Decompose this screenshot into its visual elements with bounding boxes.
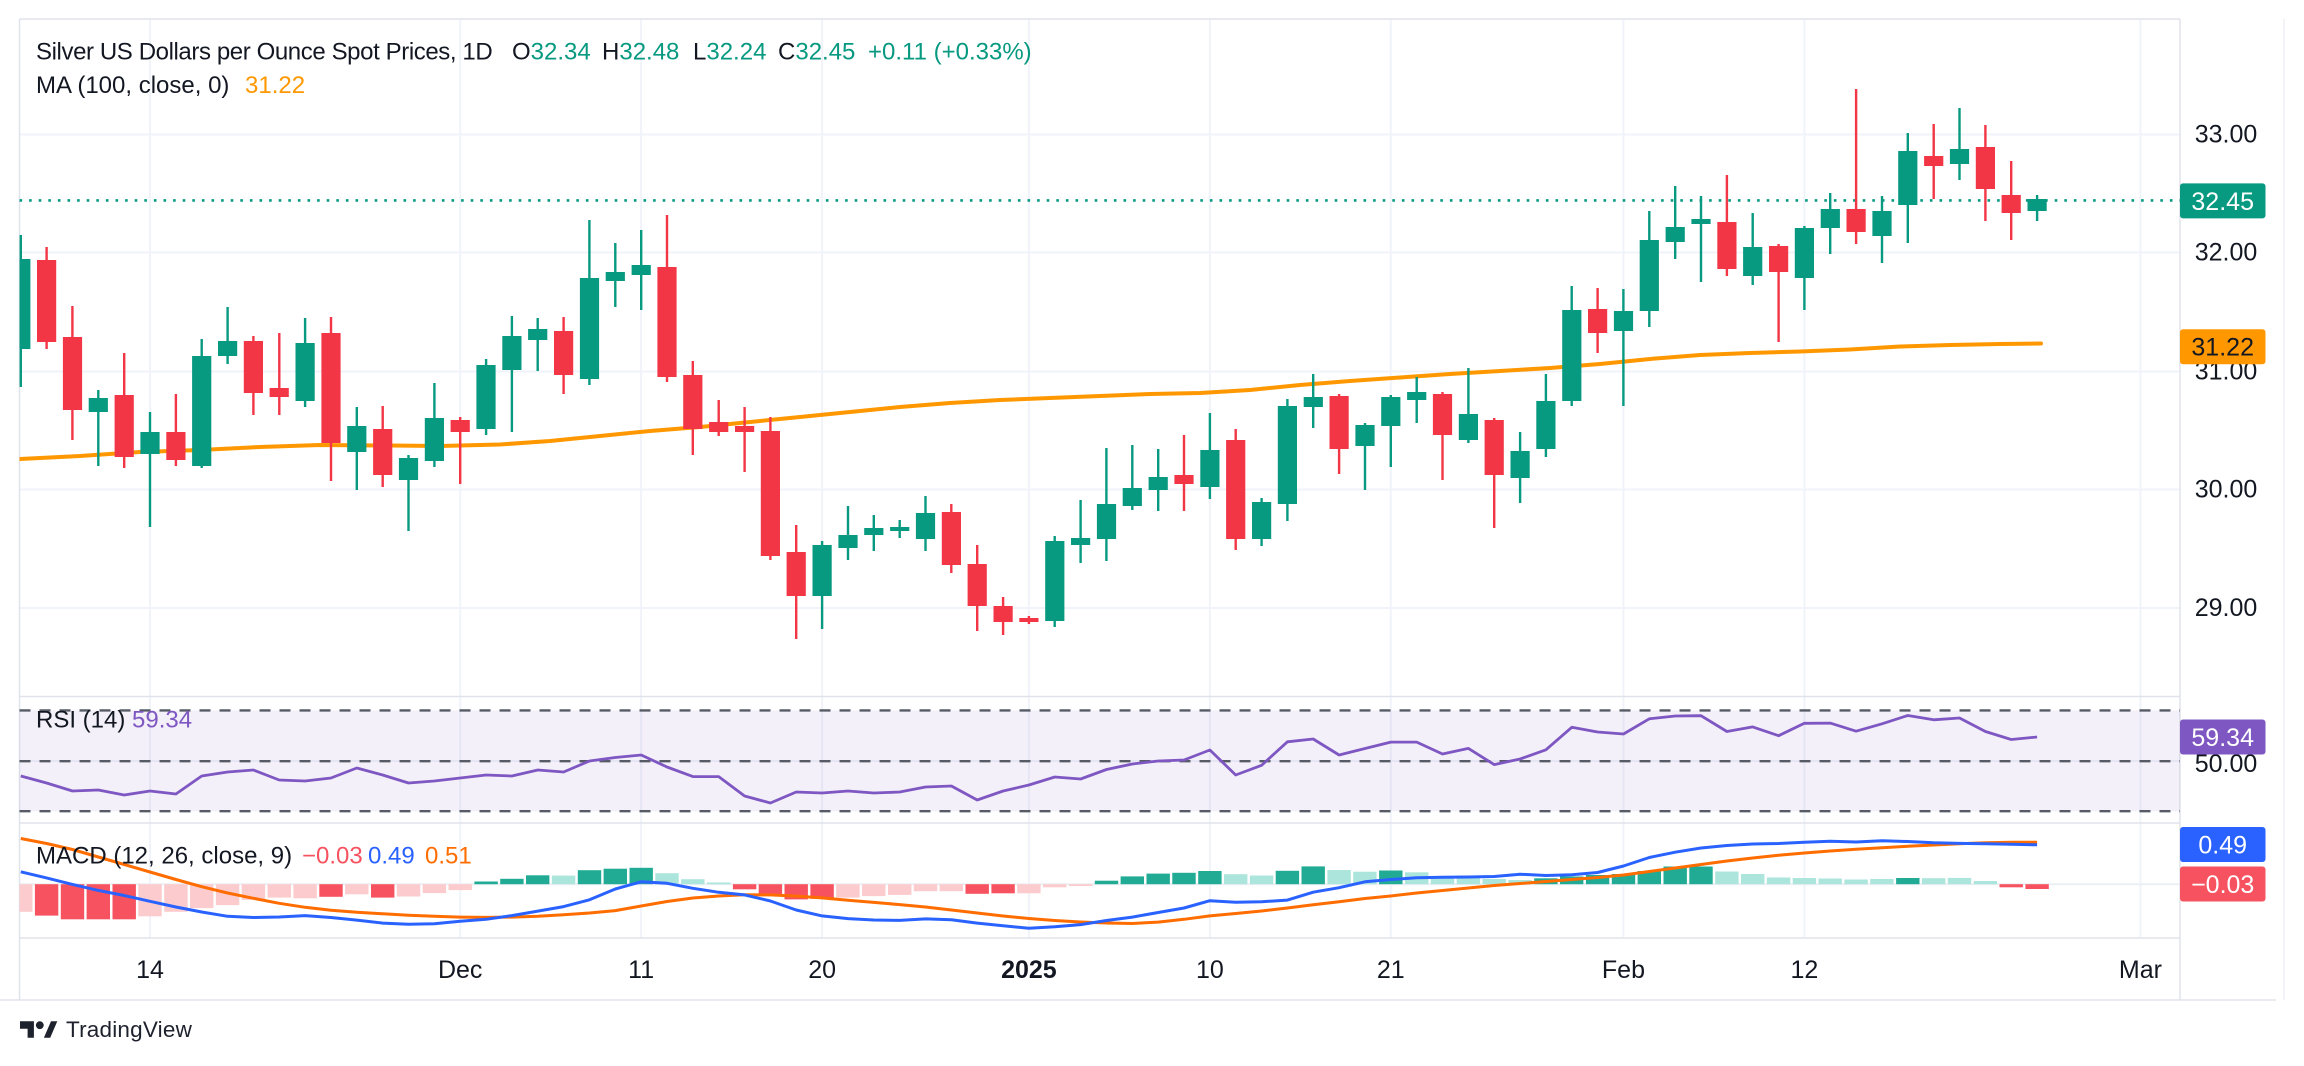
svg-text:Feb: Feb [1602, 956, 1645, 984]
svg-text:30.00: 30.00 [2195, 476, 2258, 504]
svg-text:RSI (14)59.34: RSI (14) 59.34 [36, 706, 192, 733]
svg-text:33.00: 33.00 [2195, 121, 2258, 149]
svg-text:Silver US Dollars per Ounce Sp: Silver US Dollars per Ounce Spot Prices,… [36, 38, 1032, 65]
svg-text:21: 21 [1377, 956, 1405, 984]
svg-text:11: 11 [628, 956, 654, 984]
svg-text:−0.03: −0.03 [2191, 871, 2254, 899]
svg-text:20: 20 [808, 956, 836, 984]
svg-text:14: 14 [136, 956, 164, 984]
svg-text:10: 10 [1196, 956, 1224, 984]
svg-text:29.00: 29.00 [2195, 594, 2258, 622]
svg-text:50.00: 50.00 [2195, 750, 2258, 778]
svg-text:12: 12 [1790, 956, 1818, 984]
svg-text:Dec: Dec [438, 956, 482, 984]
svg-text:TradingView: TradingView [66, 1017, 193, 1042]
svg-text:32.00: 32.00 [2195, 239, 2258, 267]
svg-text:0.49: 0.49 [2198, 832, 2247, 860]
svg-text:MACD (12, 26, close, 9)−0.030.: MACD (12, 26, close, 9) −0.03 0.49 0.51 [36, 842, 472, 869]
svg-text:32.45: 32.45 [2191, 188, 2254, 216]
svg-text:2025: 2025 [1001, 956, 1057, 984]
svg-text:Mar: Mar [2119, 956, 2162, 984]
svg-text:MA (100, close, 0)31.22: MA (100, close, 0) 31.22 [36, 72, 305, 99]
svg-text:31.22: 31.22 [2191, 334, 2254, 362]
svg-text:59.34: 59.34 [2191, 724, 2254, 752]
